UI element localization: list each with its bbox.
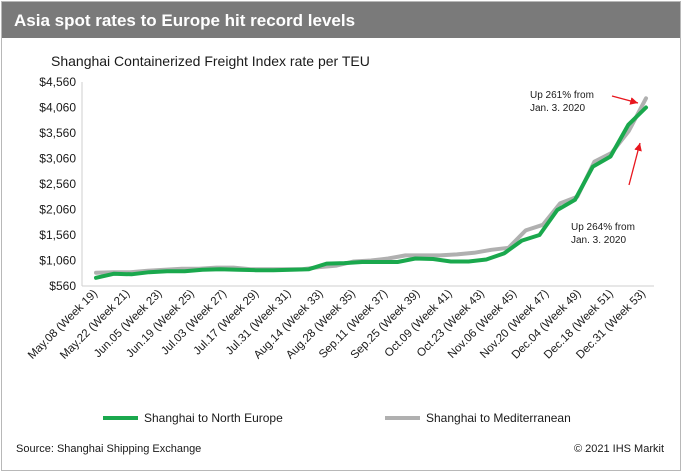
- y-tick-label: $3,060: [39, 152, 76, 166]
- series-line-north-europe: [94, 105, 648, 280]
- source-note: Source: Shanghai Shipping Exchange: [16, 443, 202, 455]
- y-tick-label: $560: [49, 279, 76, 293]
- legend-label-mediterranean: Shanghai to Mediterranean: [426, 411, 571, 425]
- y-tick-label: $3,560: [39, 126, 76, 140]
- annotation-mediterranean-line2: Jan. 3. 2020: [530, 103, 585, 114]
- y-tick-label: $1,060: [39, 254, 76, 268]
- legend-label-north-europe: Shanghai to North Europe: [144, 411, 283, 425]
- arrow-north-europe: [628, 142, 642, 186]
- header-title: Asia spot rates to Europe hit record lev…: [14, 11, 356, 30]
- arrow-mediterranean: [611, 95, 639, 105]
- copyright-note: © 2021 IHS Markit: [573, 443, 664, 455]
- annotation-north-europe-line1: Up 264% from: [571, 222, 635, 233]
- chart-title: Shanghai Containerized Freight Index rat…: [51, 53, 370, 69]
- header-bar: Asia spot rates to Europe hit record lev…: [2, 2, 680, 38]
- annotation-north-europe-line2: Jan. 3. 2020: [571, 235, 626, 246]
- y-tick-label: $4,560: [39, 75, 76, 89]
- series-line-mediterranean: [94, 96, 648, 275]
- annotation-mediterranean-line1: Up 261% from: [530, 90, 594, 101]
- y-tick-label: $4,060: [39, 101, 76, 115]
- y-tick-label: $1,560: [39, 228, 76, 242]
- y-tick-label: $2,060: [39, 203, 76, 217]
- y-tick-label: $2,560: [39, 177, 76, 191]
